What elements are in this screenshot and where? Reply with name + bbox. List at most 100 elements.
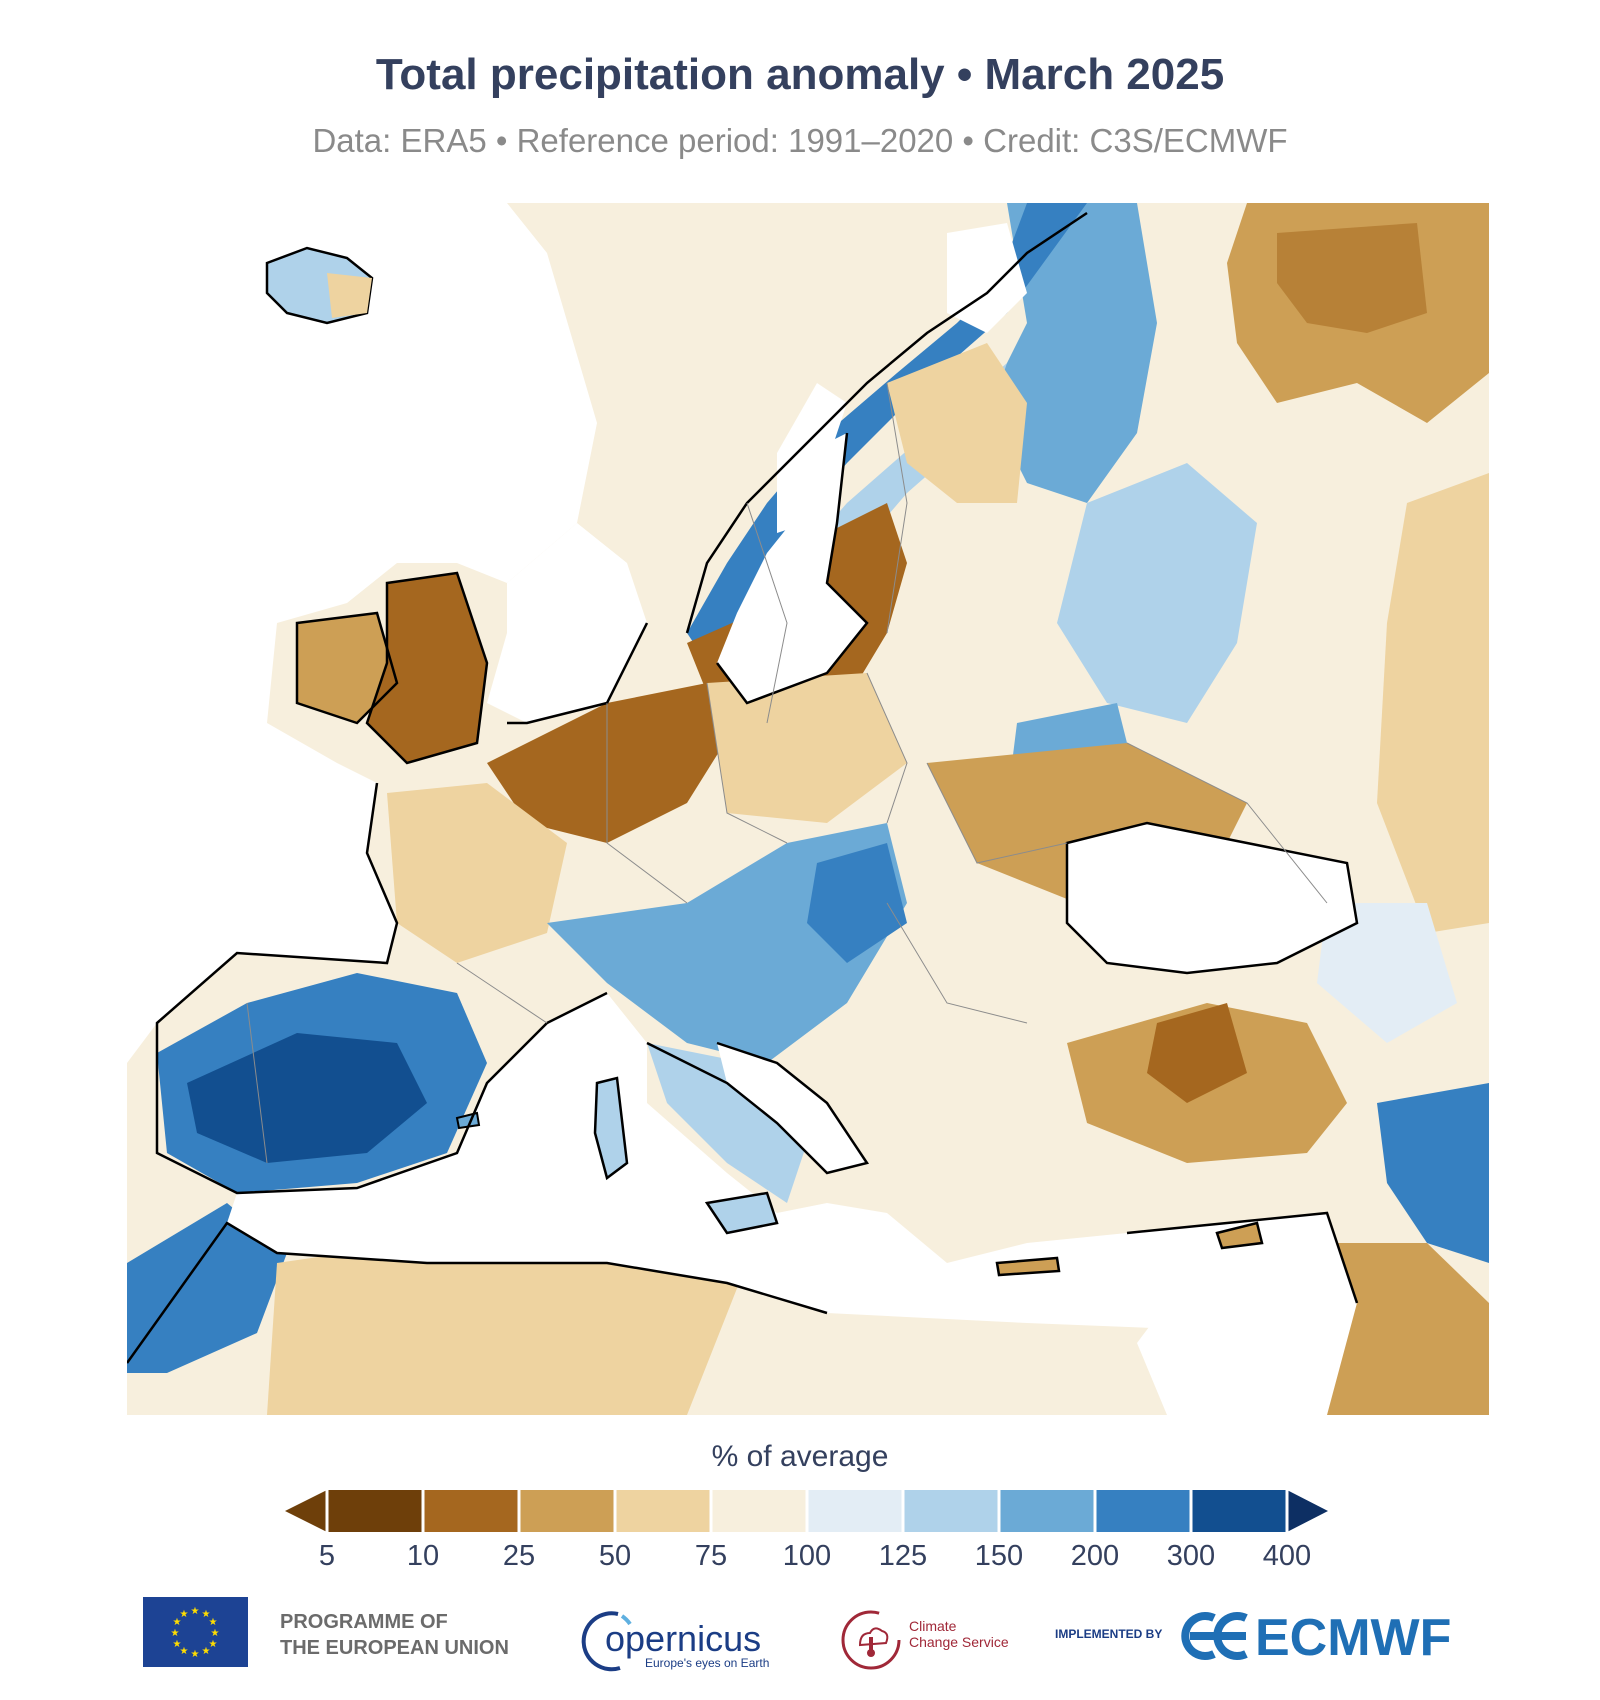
map-subtitle: Data: ERA5 • Reference period: 1991–2020…	[312, 122, 1288, 159]
land-iceland-east	[327, 273, 372, 318]
colorbar-bin-200-300	[1095, 1490, 1191, 1532]
land-cyprus	[1215, 1221, 1264, 1250]
dry-region-poland	[707, 673, 907, 823]
legend-tick-50: 50	[598, 1540, 632, 1572]
dry-region-north-russia-core	[1277, 223, 1427, 333]
svg-text:★: ★	[191, 1649, 200, 1660]
legend-tick-100: 100	[782, 1540, 832, 1572]
ecmwf-wordmark: ECMWF	[1255, 1609, 1452, 1667]
wet-region-caucasus	[1317, 903, 1457, 1043]
legend-tick-400: 400	[1262, 1540, 1312, 1572]
svg-text:★: ★	[209, 1617, 218, 1628]
dry-region-finland	[887, 343, 1027, 503]
dry-region-ireland	[297, 613, 397, 723]
wet-region-hungary-core	[807, 843, 907, 963]
coast-baltic	[716, 432, 869, 705]
svg-text:★: ★	[202, 1646, 211, 1657]
border-5	[866, 672, 908, 824]
coastlines	[127, 211, 1359, 1364]
border-8	[1126, 742, 1328, 904]
coast-north-africa	[127, 1221, 828, 1364]
colorbar-bin-25-50	[519, 1490, 615, 1532]
wet-region-iberia-core	[187, 1033, 427, 1163]
copernicus-wordmark: opernicus	[605, 1618, 762, 1659]
legend-tick-125: 125	[878, 1540, 928, 1572]
ccs-line2: Change Service	[909, 1634, 1009, 1650]
colorbar-bin-300-400	[1191, 1490, 1287, 1532]
colorbar	[285, 1490, 1328, 1532]
border-7	[456, 962, 548, 1024]
border-9	[246, 1002, 268, 1164]
coast-black-sea	[1065, 821, 1359, 975]
climate-change-service-logo-icon	[841, 1610, 901, 1670]
country-borders	[246, 382, 1328, 1164]
coast-uk	[365, 571, 489, 765]
colorbar-bin-125-150	[903, 1490, 999, 1532]
sea-adriatic	[717, 1043, 867, 1173]
eu-programme-line2: THE EUROPEAN UNION	[280, 1637, 509, 1659]
land-sardinia-corsica	[593, 1076, 629, 1181]
svg-text:★: ★	[180, 1609, 189, 1620]
anomaly-fields	[127, 203, 1489, 1415]
eu-programme-label: PROGRAMME OF THE EUROPEAN UNION	[280, 1609, 509, 1661]
coast-france-iberia	[155, 782, 608, 1195]
colorbar-bin-75-100	[711, 1490, 807, 1532]
map-title: Total precipitation anomaly • March 2025	[375, 50, 1225, 99]
border-1	[746, 502, 788, 724]
colorbar-bin-10-25	[423, 1490, 519, 1532]
dry-region-germany	[487, 683, 737, 843]
border-4	[706, 682, 788, 844]
wet-region-russia-west-2	[1057, 463, 1257, 723]
legend-tick-150: 150	[974, 1540, 1024, 1572]
sea-mediterranean-west	[227, 993, 1337, 1333]
coast-west-europe	[507, 622, 649, 725]
implemented-by-label: IMPLEMENTED BY	[1055, 1627, 1163, 1641]
wet-region-morocco	[127, 1203, 287, 1373]
colorbar-arrow-right	[1287, 1490, 1328, 1532]
wet-region-italy	[647, 1043, 807, 1203]
svg-text:★: ★	[202, 1609, 211, 1620]
svg-text:★: ★	[173, 1639, 182, 1650]
wet-region-levant	[1377, 1083, 1489, 1263]
climate-change-service-label: Climate Change Service	[909, 1618, 1009, 1650]
ccs-line1: Climate	[909, 1618, 957, 1634]
eu-flag-icon: ★ ★ ★ ★ ★ ★ ★ ★ ★ ★ ★ ★	[143, 1597, 248, 1667]
dry-region-france	[387, 783, 567, 963]
colorbar-bin-100-125	[807, 1490, 903, 1532]
border-2	[886, 382, 908, 634]
colorbar-bin-50-75	[615, 1490, 711, 1532]
legend-tick-10: 10	[406, 1540, 440, 1572]
dry-region-turkey-core	[1147, 1003, 1247, 1103]
colorbar-bin-5-10	[327, 1490, 423, 1532]
svg-text:★: ★	[211, 1628, 220, 1639]
sea-east-med	[1137, 1213, 1357, 1415]
border-6	[926, 762, 1068, 864]
svg-text:★: ★	[173, 1617, 182, 1628]
colorbar-bin-150-200	[999, 1490, 1095, 1532]
legend-tick-75: 75	[694, 1540, 728, 1572]
svg-text:★: ★	[171, 1628, 180, 1639]
sea-black	[1067, 823, 1357, 973]
coast-ireland	[295, 611, 399, 725]
svg-text:★: ★	[209, 1639, 218, 1650]
svg-text:★: ★	[191, 1606, 200, 1617]
svg-text:★: ★	[180, 1646, 189, 1657]
sea-atlantic	[127, 203, 597, 1063]
border-3	[606, 703, 688, 904]
precipitation-anomaly-map	[127, 203, 1489, 1415]
eu-programme-line1: PROGRAMME OF	[280, 1611, 448, 1633]
islands	[265, 246, 1264, 1277]
legend-tick-5: 5	[318, 1540, 336, 1572]
coast-italy	[646, 1041, 870, 1175]
legend-tick-300: 300	[1166, 1540, 1216, 1572]
coast-scandinavia	[685, 211, 1088, 634]
legend-tick-200: 200	[1070, 1540, 1120, 1572]
land-sicily	[704, 1191, 779, 1235]
land-crete	[995, 1256, 1061, 1277]
dry-region-east	[1377, 473, 1489, 933]
border-10	[886, 902, 1028, 1024]
sea-masks	[127, 203, 1357, 1415]
sea-baltic	[717, 433, 867, 703]
legend-title: % of average	[711, 1440, 889, 1473]
sea-north-sea	[487, 523, 647, 723]
